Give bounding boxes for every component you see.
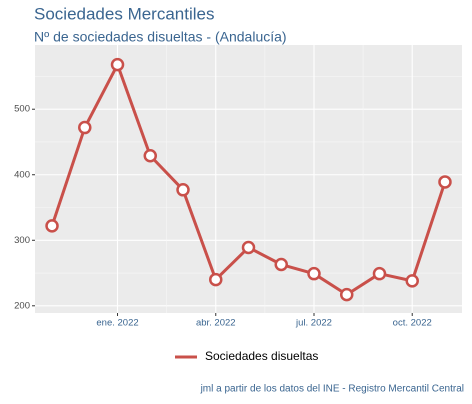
point <box>78 120 92 135</box>
x-tick-label: oct. 2022 <box>393 318 432 329</box>
x-tick-label: jul. 2022 <box>295 318 332 329</box>
point <box>45 219 59 233</box>
point <box>339 287 354 302</box>
caption: jml a partir de los datos del INE - Regi… <box>200 384 464 395</box>
y-tick-label: 300 <box>14 235 30 246</box>
point <box>241 240 256 255</box>
chart-subtitle: Nº de sociedades disueltas - (Andalucía) <box>34 29 287 45</box>
point <box>405 274 419 288</box>
x-tick-label: ene. 2022 <box>96 318 138 329</box>
chart-title: Sociedades Mercantiles <box>34 4 214 23</box>
point <box>110 57 125 72</box>
y-tick-label: 200 <box>14 300 30 311</box>
point <box>274 257 288 272</box>
x-tick-label: abr. 2022 <box>196 318 236 329</box>
point <box>307 266 321 281</box>
y-tick-label: 500 <box>14 104 30 115</box>
point <box>438 175 452 189</box>
legend-label: Sociedades disueltas <box>205 349 318 363</box>
point <box>372 266 387 281</box>
y-tick-label: 400 <box>14 169 30 180</box>
point <box>209 272 223 287</box>
point <box>143 148 158 163</box>
point <box>176 183 190 197</box>
